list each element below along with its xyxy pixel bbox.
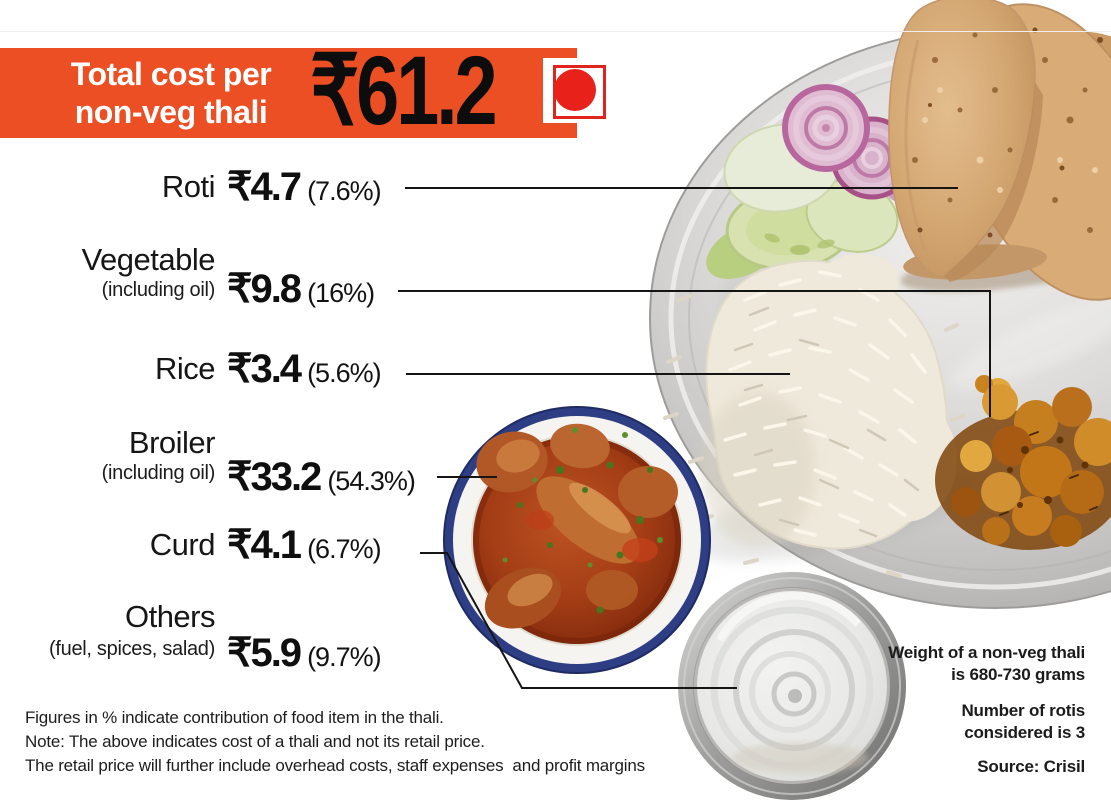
item-value-rice: ₹3.4 (5.6%) bbox=[227, 346, 382, 392]
item-price: ₹4.7 bbox=[227, 165, 302, 209]
item-sublabel-vegetable: (including oil) bbox=[101, 279, 216, 301]
item-value-roti: ₹4.7 (7.6%) bbox=[227, 164, 382, 210]
item-value-curd: ₹4.1 (6.7%) bbox=[227, 522, 382, 568]
vegetable-callout-line bbox=[398, 290, 991, 417]
item-price: ₹5.9 bbox=[227, 631, 302, 675]
source-credit: Source: Crisil bbox=[977, 757, 1085, 776]
rice-pile bbox=[663, 254, 965, 578]
item-value-broiler: ₹33.2 (54.3%) bbox=[227, 454, 416, 500]
item-value-others: ₹5.9 (9.7%) bbox=[227, 630, 382, 676]
item-label-vegetable: Vegetable bbox=[81, 242, 216, 277]
item-price: ₹4.1 bbox=[227, 523, 302, 567]
item-label-rice: Rice bbox=[154, 351, 216, 386]
header-band bbox=[0, 48, 577, 138]
item-percent: (5.6%) bbox=[307, 358, 382, 388]
item-percent: (6.7%) bbox=[307, 534, 382, 564]
item-percent: (7.6%) bbox=[307, 176, 382, 206]
item-label-curd: Curd bbox=[149, 527, 216, 562]
item-price: ₹33.2 bbox=[227, 455, 322, 499]
chicken-curry-bowl bbox=[443, 406, 711, 674]
title-line-2: non-veg thali bbox=[74, 94, 268, 130]
item-sublabel-others: (fuel, spices, salad) bbox=[49, 638, 215, 660]
item-label-broiler: Broiler bbox=[128, 425, 216, 460]
red-dot-icon bbox=[554, 69, 596, 111]
page-title: Total cost per non-veg thali bbox=[40, 55, 302, 131]
total-cost-value: ₹61.2 bbox=[310, 36, 498, 145]
side-note-weight: Weight of a non-veg thali is 680-730 gra… bbox=[888, 643, 1085, 684]
item-value-vegetable: ₹9.8 (16%) bbox=[227, 266, 375, 312]
item-percent: (16%) bbox=[307, 278, 375, 308]
title-line-1: Total cost per bbox=[70, 56, 272, 92]
item-label-roti: Roti bbox=[161, 169, 216, 204]
side-note-rotis: Number of rotis considered is 3 bbox=[961, 701, 1085, 742]
item-percent: (9.7%) bbox=[307, 642, 382, 672]
footnote-note: Note: The above indicates cost of a thal… bbox=[25, 732, 485, 751]
item-sublabel-broiler: (including oil) bbox=[101, 462, 216, 484]
callout-lines bbox=[398, 187, 991, 689]
top-divider bbox=[0, 31, 1111, 32]
footnote-retail: The retail price will further include ov… bbox=[25, 756, 645, 775]
item-price: ₹9.8 bbox=[227, 267, 302, 311]
brand-logo bbox=[543, 58, 613, 123]
item-label-others: Others bbox=[124, 599, 216, 634]
footnote-percent: Figures in % indicate contribution of fo… bbox=[25, 708, 444, 727]
item-price: ₹3.4 bbox=[227, 347, 302, 391]
vegetable-sabzi bbox=[935, 375, 1111, 550]
curd-bowl bbox=[678, 572, 906, 800]
item-percent: (54.3%) bbox=[327, 466, 416, 496]
roti-stack bbox=[888, 0, 1111, 309]
curd-callout-line bbox=[420, 552, 737, 689]
